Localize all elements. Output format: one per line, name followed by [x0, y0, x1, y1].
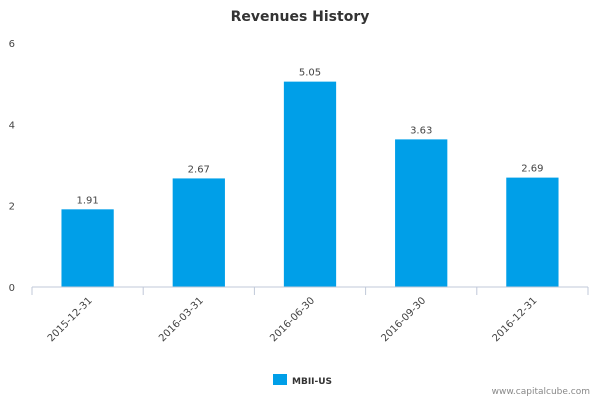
x-tick-label: 2016-12-31 [491, 295, 540, 344]
data-label: 2.69 [521, 164, 543, 175]
y-tick-label: 0 [9, 283, 15, 294]
bar [172, 178, 225, 287]
bars-group: 1.91 2.67 5.05 3.63 2.69 [61, 68, 559, 287]
bar [506, 177, 559, 287]
data-label: 2.67 [188, 164, 210, 175]
data-label: 5.05 [299, 68, 321, 79]
chart-title: Revenues History [231, 9, 370, 25]
legend-swatch [273, 374, 287, 385]
x-tick-label: 2016-09-30 [379, 295, 428, 344]
data-label: 3.63 [410, 125, 432, 136]
credit-text: www.capitalcube.com [492, 387, 590, 397]
data-label: 1.91 [76, 195, 98, 206]
x-axis: 2015-12-31 2016-03-31 2016-06-30 2016-09-30… [31, 286, 589, 344]
y-tick-label: 6 [9, 39, 15, 50]
y-tick-label: 4 [9, 120, 15, 131]
x-tick-label: 2016-06-30 [268, 295, 317, 344]
bar [395, 139, 448, 287]
legend-label: MBII-US [292, 377, 332, 387]
y-axis: 0 2 4 6 [9, 39, 15, 294]
x-tick-label: 2016-03-31 [157, 295, 206, 344]
x-tick-label: 2015-12-31 [46, 295, 95, 344]
bar [283, 81, 337, 287]
y-tick-label: 2 [9, 202, 15, 213]
bar [61, 209, 114, 287]
legend: MBII-US [273, 374, 332, 387]
